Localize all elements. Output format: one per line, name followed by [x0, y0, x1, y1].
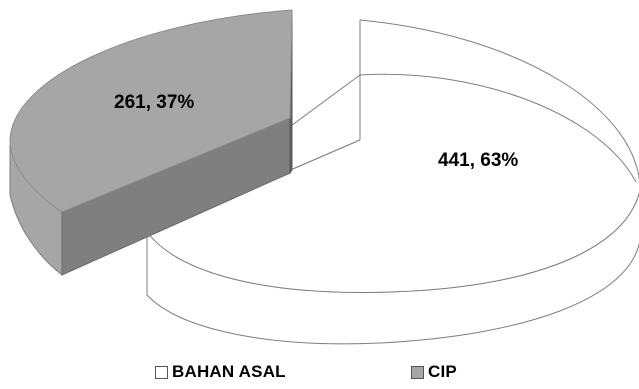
slice-bahan-asal-top-edge: [359, 73, 637, 183]
slice-cip-top: [9, 9, 293, 213]
legend-swatch-cip: [411, 365, 424, 379]
legend-item-bahan-asal: BAHAN ASAL: [155, 362, 286, 382]
legend-label-cip: CIP: [428, 362, 457, 381]
data-label-cip: 261, 37%: [114, 92, 194, 113]
slice-bahan-asal-top: [146, 19, 639, 293]
legend: BAHAN ASAL CIP: [0, 362, 639, 388]
legend-item-cip: CIP: [411, 362, 457, 382]
legend-swatch-bahan-asal: [155, 365, 168, 379]
legend-label-bahan-asal: BAHAN ASAL: [172, 362, 286, 381]
slice-cip: [9, 9, 293, 277]
data-label-bahan-asal: 441, 63%: [438, 150, 518, 171]
